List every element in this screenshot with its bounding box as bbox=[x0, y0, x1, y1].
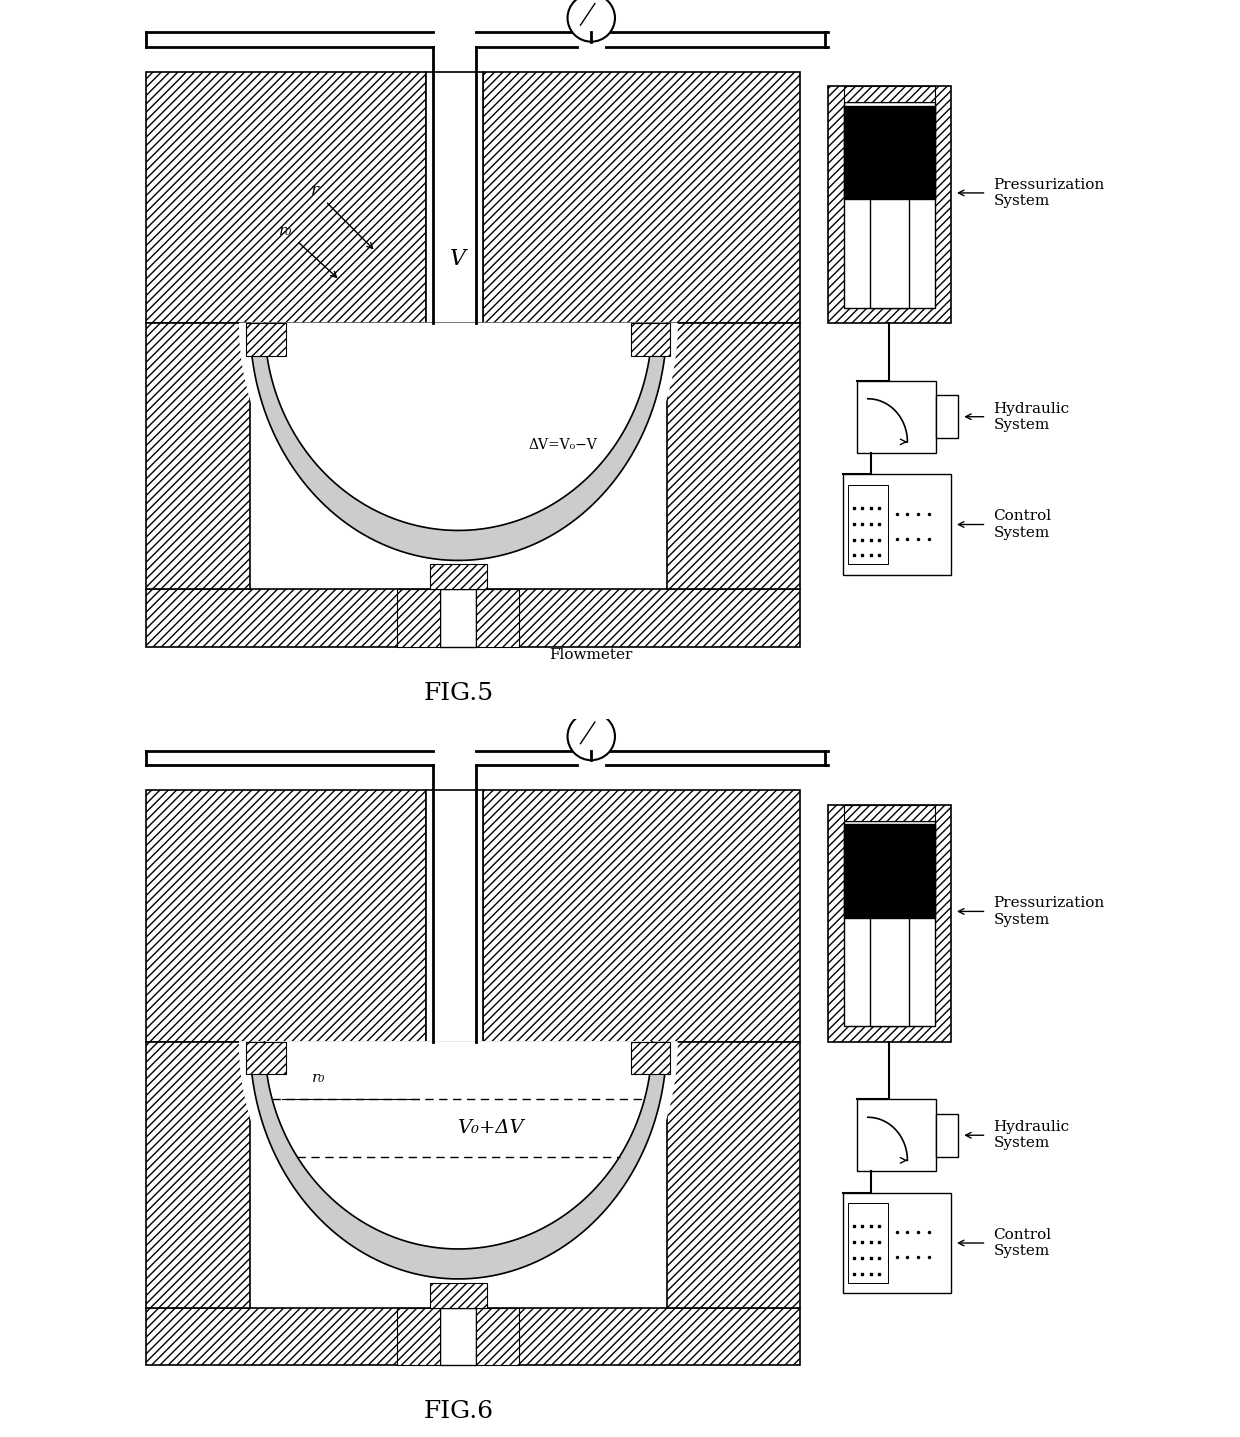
Bar bbox=[484, 790, 800, 1042]
Bar bbox=[146, 589, 800, 647]
Text: Hydraulic
System: Hydraulic System bbox=[993, 1119, 1070, 1151]
Bar bbox=[869, 917, 909, 1026]
Polygon shape bbox=[250, 1042, 667, 1279]
Bar bbox=[631, 1042, 671, 1073]
Bar bbox=[843, 474, 951, 575]
Circle shape bbox=[568, 0, 615, 42]
Bar bbox=[843, 1193, 951, 1293]
Bar bbox=[936, 395, 957, 438]
Text: V₀+ΔV: V₀+ΔV bbox=[458, 1119, 525, 1137]
Bar bbox=[146, 1042, 250, 1308]
Bar bbox=[848, 486, 888, 563]
Text: Hydraulic
System: Hydraulic System bbox=[993, 401, 1070, 433]
Polygon shape bbox=[239, 323, 677, 565]
Text: FIG.6: FIG.6 bbox=[423, 1400, 494, 1424]
Bar bbox=[476, 589, 520, 647]
Bar bbox=[667, 1042, 800, 1308]
Text: r: r bbox=[311, 182, 319, 198]
Bar bbox=[397, 1308, 440, 1365]
Bar bbox=[844, 106, 935, 198]
Bar bbox=[869, 198, 909, 308]
Bar bbox=[440, 1308, 476, 1365]
Bar bbox=[476, 1308, 520, 1365]
Polygon shape bbox=[239, 1042, 677, 1283]
Text: Flowmeter: Flowmeter bbox=[549, 648, 632, 662]
Bar bbox=[828, 805, 951, 1042]
Bar bbox=[247, 323, 286, 355]
Text: V: V bbox=[450, 247, 466, 270]
Text: Pressurization
System: Pressurization System bbox=[993, 897, 1105, 927]
Bar bbox=[429, 563, 487, 589]
Bar bbox=[828, 86, 951, 323]
Bar bbox=[844, 821, 935, 1026]
Bar bbox=[857, 1099, 936, 1171]
Bar bbox=[484, 72, 800, 323]
Bar bbox=[844, 823, 935, 917]
Text: ΔV=V₀−V: ΔV=V₀−V bbox=[528, 438, 596, 453]
Polygon shape bbox=[250, 323, 667, 560]
Bar bbox=[848, 1203, 888, 1282]
Bar bbox=[429, 1282, 487, 1308]
Text: Control
System: Control System bbox=[993, 509, 1052, 540]
Bar bbox=[857, 381, 936, 453]
Bar bbox=[146, 790, 427, 1042]
Bar bbox=[631, 323, 671, 355]
Text: Control
System: Control System bbox=[993, 1227, 1052, 1259]
Text: FIG.5: FIG.5 bbox=[423, 681, 494, 706]
Bar bbox=[427, 790, 484, 1042]
Bar bbox=[427, 72, 484, 323]
Bar bbox=[936, 1114, 957, 1157]
Bar bbox=[440, 589, 476, 647]
Bar bbox=[247, 1042, 286, 1073]
Bar bbox=[844, 86, 935, 102]
Text: Pressurization
System: Pressurization System bbox=[993, 178, 1105, 208]
Bar bbox=[146, 72, 427, 323]
Text: r₀: r₀ bbox=[311, 1071, 325, 1085]
Bar bbox=[844, 805, 935, 821]
Text: r₀: r₀ bbox=[279, 224, 293, 239]
Bar bbox=[397, 589, 440, 647]
Bar bbox=[844, 102, 935, 308]
Bar bbox=[146, 323, 250, 589]
Bar bbox=[146, 1308, 800, 1365]
Bar bbox=[667, 323, 800, 589]
Circle shape bbox=[568, 713, 615, 760]
